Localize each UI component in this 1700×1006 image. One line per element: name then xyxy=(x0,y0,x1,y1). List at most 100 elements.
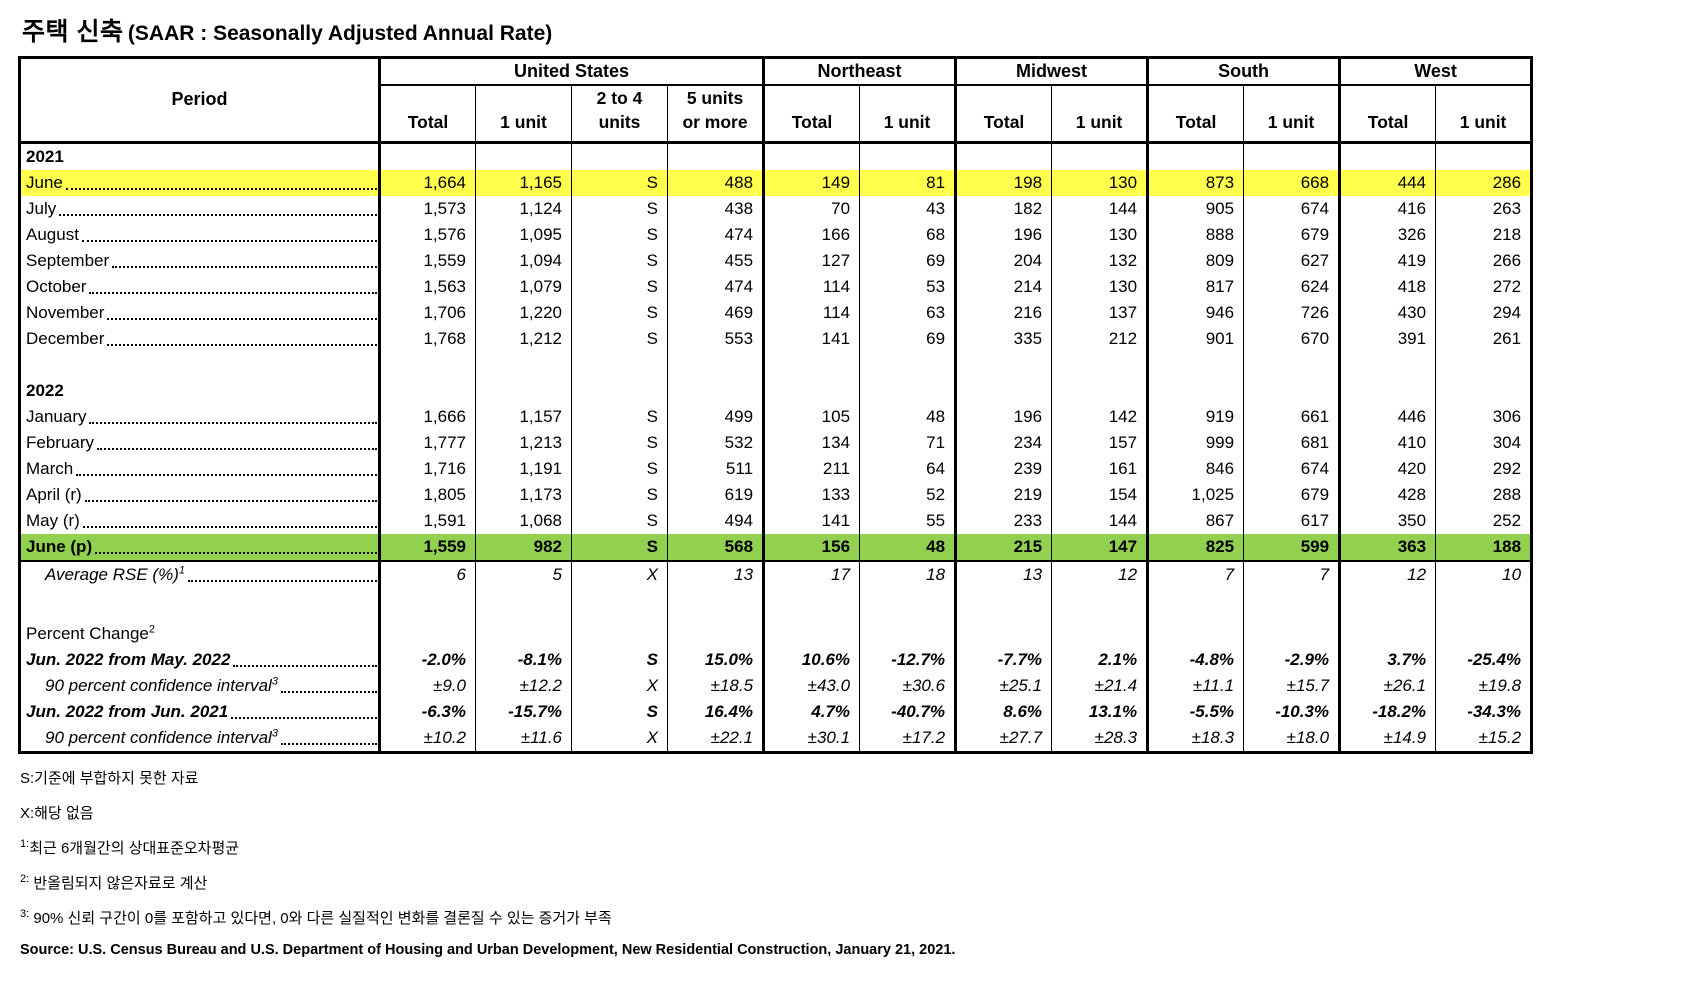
period-cell: April (r) xyxy=(20,482,380,508)
page: 주택 신축 (SAAR : Seasonally Adjusted Annual… xyxy=(18,18,1700,958)
value-cell: ±15.7 xyxy=(1243,672,1340,699)
value-cell: 1,157 xyxy=(475,403,572,430)
value-cell: 474 xyxy=(666,221,764,248)
value-cell: 114 xyxy=(762,299,860,326)
value-cell: 416 xyxy=(1338,195,1436,222)
value-cell: 71 xyxy=(859,429,956,456)
value-cell: 18 xyxy=(859,560,956,588)
value-cell: 1,068 xyxy=(475,507,572,534)
value-cell: 53 xyxy=(859,273,956,300)
footnote: 3: 90% 신뢰 구간이 0를 포함하고 있다면, 0와 다른 실질적인 변화… xyxy=(20,907,612,927)
value-cell: 670 xyxy=(1243,325,1340,352)
sub-header-south-1-unit: 1 unit xyxy=(1243,84,1340,144)
value-cell: 8.6% xyxy=(954,698,1052,725)
value-cell: X xyxy=(571,560,668,588)
value-cell: 455 xyxy=(666,247,764,274)
value-cell: 446 xyxy=(1338,403,1436,430)
period-cell: Jun. 2022 from Jun. 2021 xyxy=(20,699,380,725)
period-cell xyxy=(20,588,380,621)
value-cell: 263 xyxy=(1435,195,1532,222)
value-cell: 499 xyxy=(666,403,764,430)
value-cell: 157 xyxy=(1051,429,1148,456)
row-may-r: May (r) 1,591 1,068 S 494 141 55 233 144 867 617 35… xyxy=(20,507,1532,534)
value-cell: 679 xyxy=(1243,221,1340,248)
row-label: September xyxy=(26,250,110,270)
value-cell: 1,191 xyxy=(475,455,572,482)
value-cell: 218 xyxy=(1435,221,1532,248)
value-cell: -12.7% xyxy=(859,646,956,673)
empty-cell xyxy=(1243,377,1340,404)
value-cell: S xyxy=(571,455,668,482)
row-label: 90 percent confidence interval3 xyxy=(45,726,278,747)
value-cell: 469 xyxy=(666,299,764,326)
empty-cell xyxy=(1338,351,1436,378)
empty-cell xyxy=(571,351,668,378)
empty-cell xyxy=(954,142,1052,170)
value-cell: 81 xyxy=(859,169,956,196)
value-cell: 901 xyxy=(1146,325,1244,352)
period-cell: June xyxy=(19,169,380,196)
value-cell: 127 xyxy=(762,247,860,274)
empty-cell xyxy=(1435,587,1532,621)
value-cell: ±18.5 xyxy=(666,672,764,699)
sub-header-united-states-total: Total xyxy=(378,84,476,144)
value-cell: 335 xyxy=(954,325,1052,352)
value-cell: 1,025 xyxy=(1146,481,1244,508)
value-cell: S xyxy=(571,273,668,300)
row-blank xyxy=(20,351,1532,378)
dot-leader xyxy=(76,473,377,476)
row-label: May (r) xyxy=(26,510,80,530)
dot-leader xyxy=(65,187,377,190)
row-september: September 1,559 1,094 S 455 127 69 204 132 809 627… xyxy=(20,247,1532,274)
value-cell: 363 xyxy=(1338,533,1436,562)
row-label: 2022 xyxy=(26,380,64,400)
footnote: 1:최근 6개월간의 상대표준오차평균 xyxy=(20,837,240,857)
dot-leader xyxy=(82,525,377,528)
empty-cell xyxy=(571,377,668,404)
title-english: (SAAR : Seasonally Adjusted Annual Rate) xyxy=(127,22,553,45)
value-cell: 70 xyxy=(762,195,860,222)
group-header-northeast: Northeast xyxy=(762,57,956,86)
value-cell: 306 xyxy=(1435,403,1532,430)
empty-cell xyxy=(1051,587,1148,621)
value-cell: -5.5% xyxy=(1146,698,1244,725)
value-cell: 391 xyxy=(1338,325,1436,352)
dot-leader xyxy=(97,447,377,450)
empty-cell xyxy=(475,142,572,170)
period-cell: July xyxy=(20,196,380,222)
value-cell: 48 xyxy=(859,533,956,562)
empty-cell xyxy=(762,351,860,378)
row-90-percent-confidence-interval: 90 percent confidence interval3 ±9.0 ±12.2… xyxy=(20,672,1532,699)
value-cell: -8.1% xyxy=(475,646,572,673)
dot-leader xyxy=(84,499,377,502)
empty-cell xyxy=(1435,620,1532,647)
value-cell: 494 xyxy=(666,507,764,534)
value-cell: 1,212 xyxy=(475,325,572,352)
value-cell: 43 xyxy=(859,195,956,222)
value-cell: 13 xyxy=(666,560,764,588)
empty-cell xyxy=(1243,587,1340,621)
period-cell: September xyxy=(20,248,380,274)
value-cell: 134 xyxy=(762,429,860,456)
value-cell: 69 xyxy=(859,247,956,274)
value-cell: 674 xyxy=(1243,195,1340,222)
period-cell: 90 percent confidence interval3 xyxy=(20,673,380,699)
value-cell: 1,777 xyxy=(378,429,476,456)
value-cell: 166 xyxy=(762,221,860,248)
value-cell: 474 xyxy=(666,273,764,300)
value-cell: -15.7% xyxy=(475,698,572,725)
period-cell: 2021 xyxy=(20,142,380,170)
empty-cell xyxy=(762,620,860,647)
empty-cell xyxy=(378,351,476,378)
group-header-west: West xyxy=(1338,57,1532,86)
value-cell: 619 xyxy=(666,481,764,508)
value-cell: -2.9% xyxy=(1243,646,1340,673)
empty-cell xyxy=(1146,587,1244,621)
value-cell: 326 xyxy=(1338,221,1436,248)
value-cell: ±26.1 xyxy=(1338,672,1436,699)
value-cell: 12 xyxy=(1051,560,1148,588)
value-cell: 286 xyxy=(1435,169,1532,196)
period-cell: December xyxy=(20,326,380,352)
footnotes: S:기준에 부합하지 못한 자료 X:해당 없음 1:최근 6개월간의 상대표준오차… xyxy=(20,767,1700,928)
value-cell: ±27.7 xyxy=(954,724,1052,752)
